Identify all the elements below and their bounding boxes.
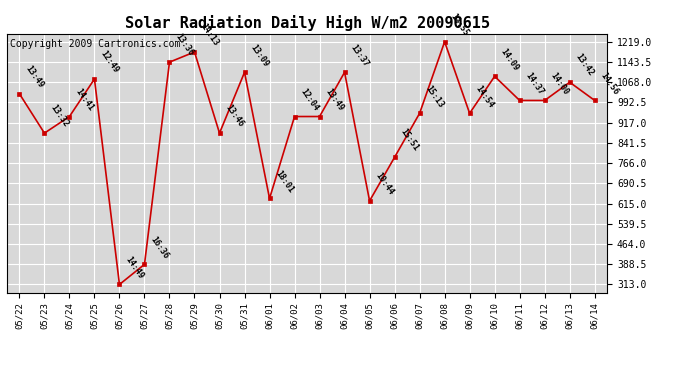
Text: 14:00: 14:00 [549, 70, 571, 96]
Text: 12:49: 12:49 [99, 49, 120, 75]
Text: 13:49: 13:49 [23, 64, 46, 90]
Text: 13:37: 13:37 [348, 42, 371, 68]
Text: 10:44: 10:44 [374, 171, 395, 197]
Text: 14:09: 14:09 [499, 46, 520, 72]
Text: 13:09: 13:09 [248, 42, 270, 68]
Text: 13:32: 13:32 [48, 104, 70, 129]
Title: Solar Radiation Daily High W/m2 20090615: Solar Radiation Daily High W/m2 20090615 [125, 15, 489, 31]
Text: 12:55: 12:55 [448, 12, 471, 38]
Text: 14:41: 14:41 [74, 87, 95, 112]
Text: 14:49: 14:49 [124, 255, 146, 280]
Text: Copyright 2009 Cartronics.com: Copyright 2009 Cartronics.com [10, 39, 180, 49]
Text: 14:54: 14:54 [474, 84, 495, 109]
Text: 15:13: 15:13 [424, 84, 446, 109]
Text: 13:42: 13:42 [574, 53, 595, 78]
Text: 14:56: 14:56 [599, 70, 620, 96]
Text: 12:04: 12:04 [299, 87, 320, 112]
Text: 15:51: 15:51 [399, 128, 420, 153]
Text: 14:13: 14:13 [199, 22, 220, 48]
Text: 16:36: 16:36 [148, 235, 170, 260]
Text: 14:37: 14:37 [524, 70, 546, 96]
Text: 13:36: 13:36 [174, 32, 195, 58]
Text: 13:46: 13:46 [224, 104, 246, 129]
Text: 18:01: 18:01 [274, 169, 295, 194]
Text: 13:49: 13:49 [324, 87, 346, 112]
